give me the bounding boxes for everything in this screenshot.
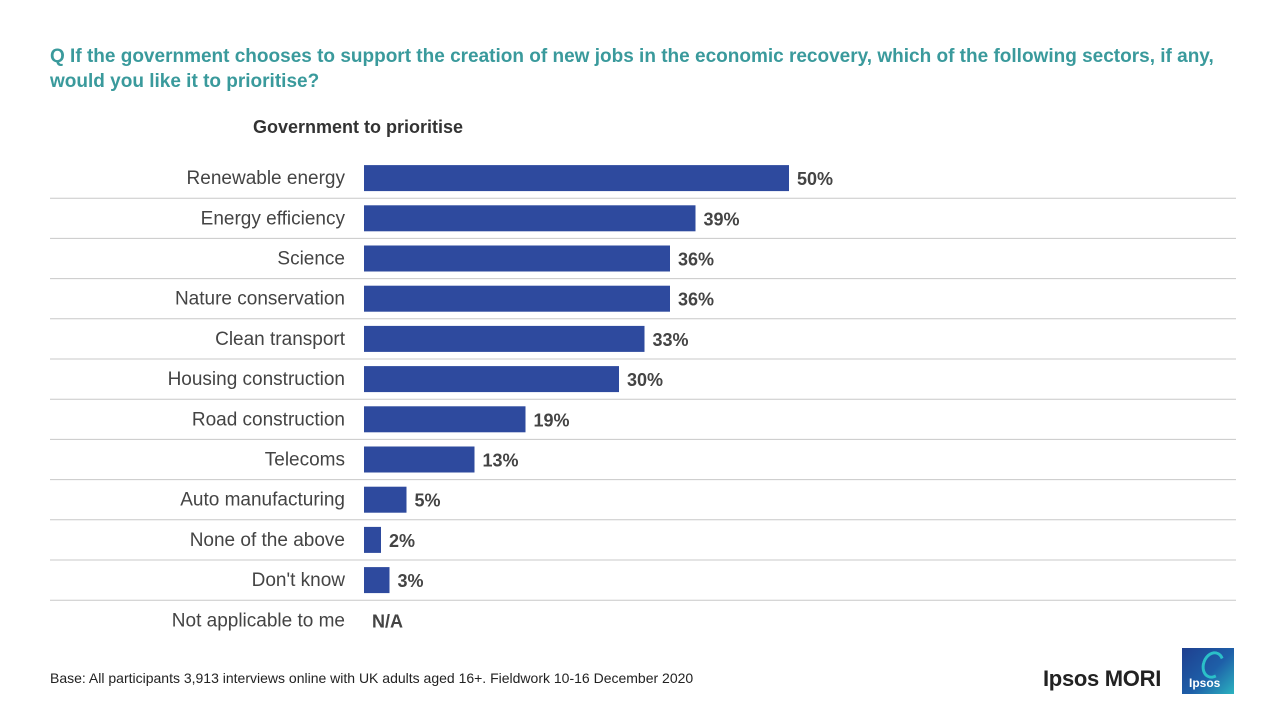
- value-label: 3%: [398, 571, 424, 591]
- bar: [364, 486, 407, 513]
- chart-title: Government to prioritise: [253, 117, 464, 137]
- bar: [364, 245, 670, 272]
- ipsos-logo-icon: Ipsos: [1182, 648, 1234, 694]
- value-label: 5%: [415, 491, 441, 511]
- category-label: Auto manufacturing: [180, 490, 345, 511]
- base-footnote: Base: All participants 3,913 interviews …: [50, 670, 694, 686]
- bar: [364, 285, 670, 312]
- value-label: 13%: [483, 451, 519, 471]
- category-label: Housing construction: [168, 369, 345, 390]
- bar: [364, 446, 475, 473]
- category-label: Telecoms: [265, 450, 345, 471]
- category-label: Not applicable to me: [172, 610, 345, 631]
- value-label: 39%: [704, 209, 740, 229]
- value-label: 33%: [653, 330, 689, 350]
- ipsos-logo-text: Ipsos: [1189, 676, 1221, 690]
- bar: [364, 406, 526, 433]
- bar: [364, 526, 381, 553]
- category-label: Renewable energy: [187, 168, 346, 189]
- value-label: 30%: [627, 370, 663, 390]
- value-label: 50%: [797, 169, 833, 189]
- value-label: 36%: [678, 250, 714, 270]
- value-label: 19%: [534, 410, 570, 430]
- value-label: N/A: [372, 611, 403, 631]
- question-text: Q If the government chooses to support t…: [50, 46, 1214, 92]
- category-label: None of the above: [190, 530, 345, 551]
- bar: [364, 366, 619, 393]
- bar: [364, 325, 645, 352]
- category-label: Energy efficiency: [201, 208, 346, 229]
- value-label: 36%: [678, 290, 714, 310]
- bar: [364, 567, 390, 594]
- value-label: 2%: [389, 531, 415, 551]
- category-label: Road construction: [192, 409, 345, 430]
- category-label: Nature conservation: [175, 289, 345, 310]
- category-label: Science: [277, 249, 345, 270]
- bar-chart: Renewable energy 50% Energy efficiency 39% S…: [50, 165, 1236, 631]
- category-label: Clean transport: [215, 329, 346, 350]
- bar: [364, 165, 789, 192]
- bar: [364, 205, 696, 232]
- ipsos-mori-wordmark: Ipsos MORI: [1043, 666, 1162, 691]
- category-label: Don't know: [252, 570, 346, 591]
